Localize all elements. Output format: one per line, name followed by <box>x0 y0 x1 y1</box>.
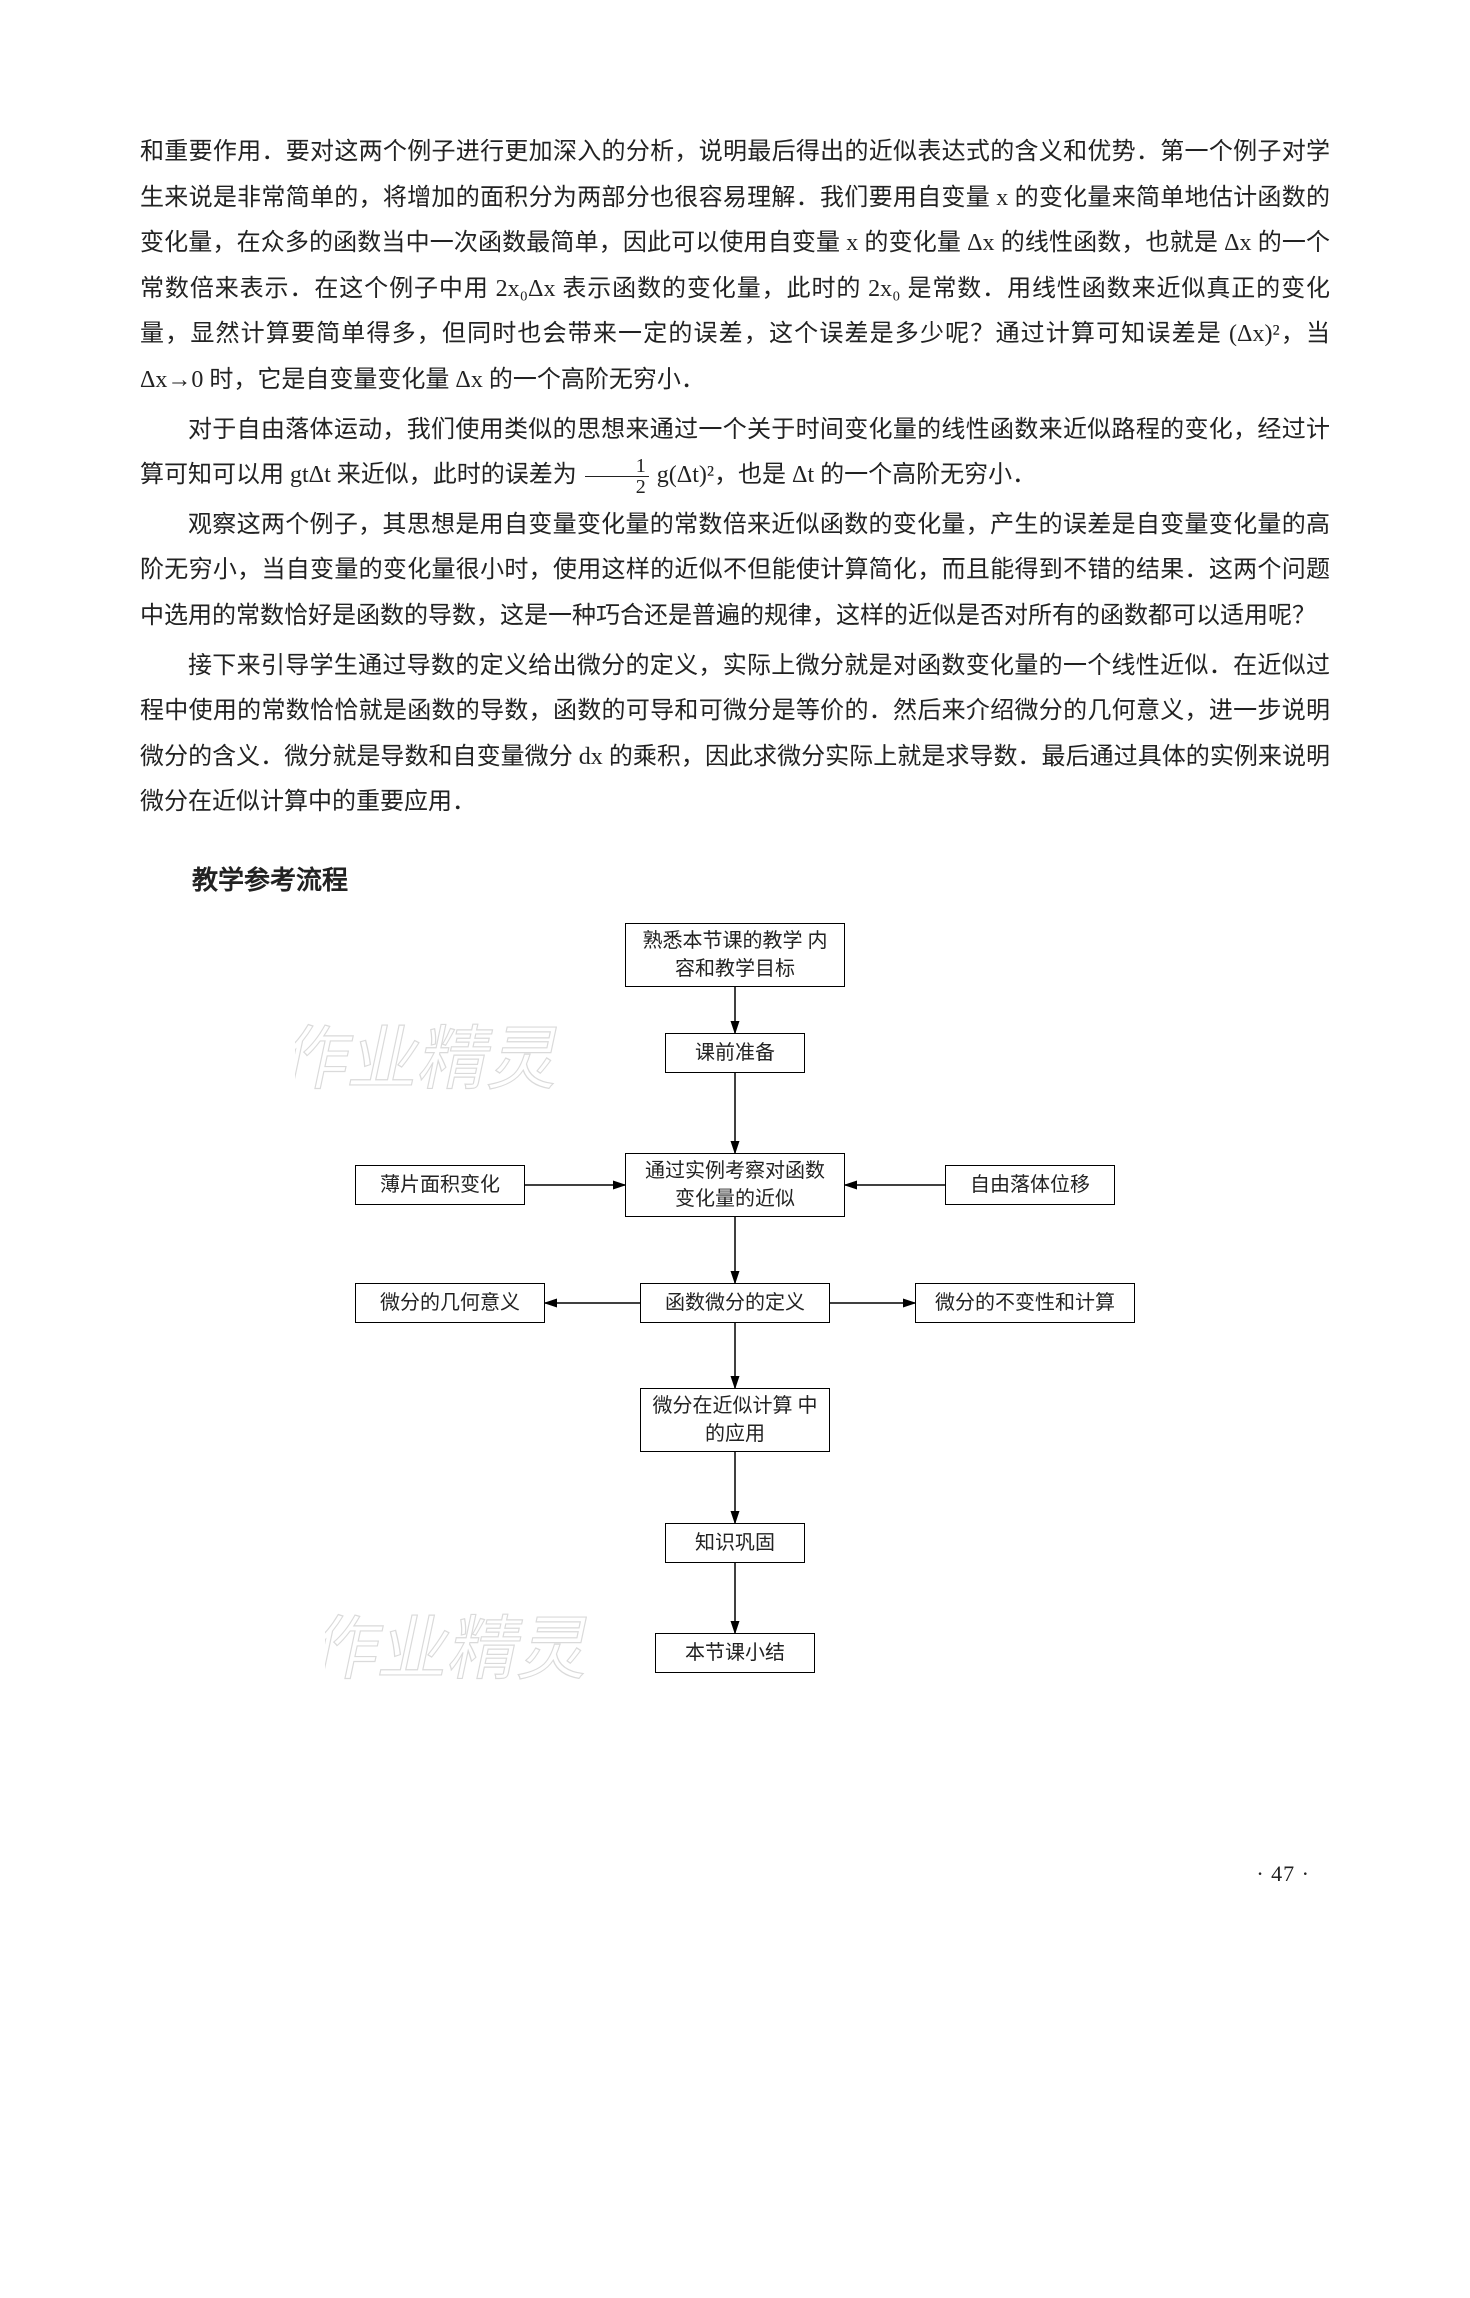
flow-node-n6: 知识巩固 <box>665 1523 805 1563</box>
flow-node-n1: 熟悉本节课的教学 内容和教学目标 <box>625 923 845 987</box>
paragraph-1: 和重要作用．要对这两个例子进行更加深入的分析，说明最后得出的近似表达式的含义和优… <box>140 130 1330 404</box>
fraction-den: 2 <box>585 477 649 497</box>
flow-node-n5: 微分在近似计算 中的应用 <box>640 1388 830 1452</box>
section-heading: 教学参考流程 <box>192 856 1330 905</box>
flow-node-n3l: 薄片面积变化 <box>355 1165 525 1205</box>
paragraph-3: 观察这两个例子，其思想是用自变量变化量的常数倍来近似函数的变化量，产生的误差是自… <box>140 503 1330 640</box>
fraction-num: 1 <box>585 456 649 477</box>
paragraph-4-text: 接下来引导学生通过导数的定义给出微分的定义，实际上微分就是对函数变化量的一个线性… <box>140 653 1330 816</box>
paragraph-3-text: 观察这两个例子，其思想是用自变量变化量的常数倍来近似函数的变化量，产生的误差是自… <box>140 512 1330 629</box>
flow-node-n7: 本节课小结 <box>655 1633 815 1673</box>
flow-node-n3: 通过实例考察对函数 变化量的近似 <box>625 1153 845 1217</box>
page-number: · 47 · <box>140 1853 1330 1895</box>
fraction-half: 1 2 <box>585 456 649 497</box>
flowchart: 熟悉本节课的教学 内容和教学目标课前准备通过实例考察对函数 变化量的近似 薄片面积… <box>235 923 1235 1823</box>
flow-node-n4l: 微分的几何意义 <box>355 1283 545 1323</box>
paragraph-2b: g(Δt)²，也是 Δt 的一个高阶无穷小． <box>657 462 1036 488</box>
flow-node-n3r: 自由落体位移 <box>945 1165 1115 1205</box>
flow-node-n4: 函数微分的定义 <box>640 1283 830 1323</box>
flow-node-n4r: 微分的不变性和计算 <box>915 1283 1135 1323</box>
paragraph-4: 接下来引导学生通过导数的定义给出微分的定义，实际上微分就是对函数变化量的一个线性… <box>140 644 1330 826</box>
paragraph-1-text: 和重要作用．要对这两个例子进行更加深入的分析，说明最后得出的近似表达式的含义和优… <box>140 139 1330 393</box>
paragraph-2: 对于自由落体运动，我们使用类似的思想来通过一个关于时间变化量的线性函数来近似路程… <box>140 408 1330 499</box>
flow-node-n2: 课前准备 <box>665 1033 805 1073</box>
